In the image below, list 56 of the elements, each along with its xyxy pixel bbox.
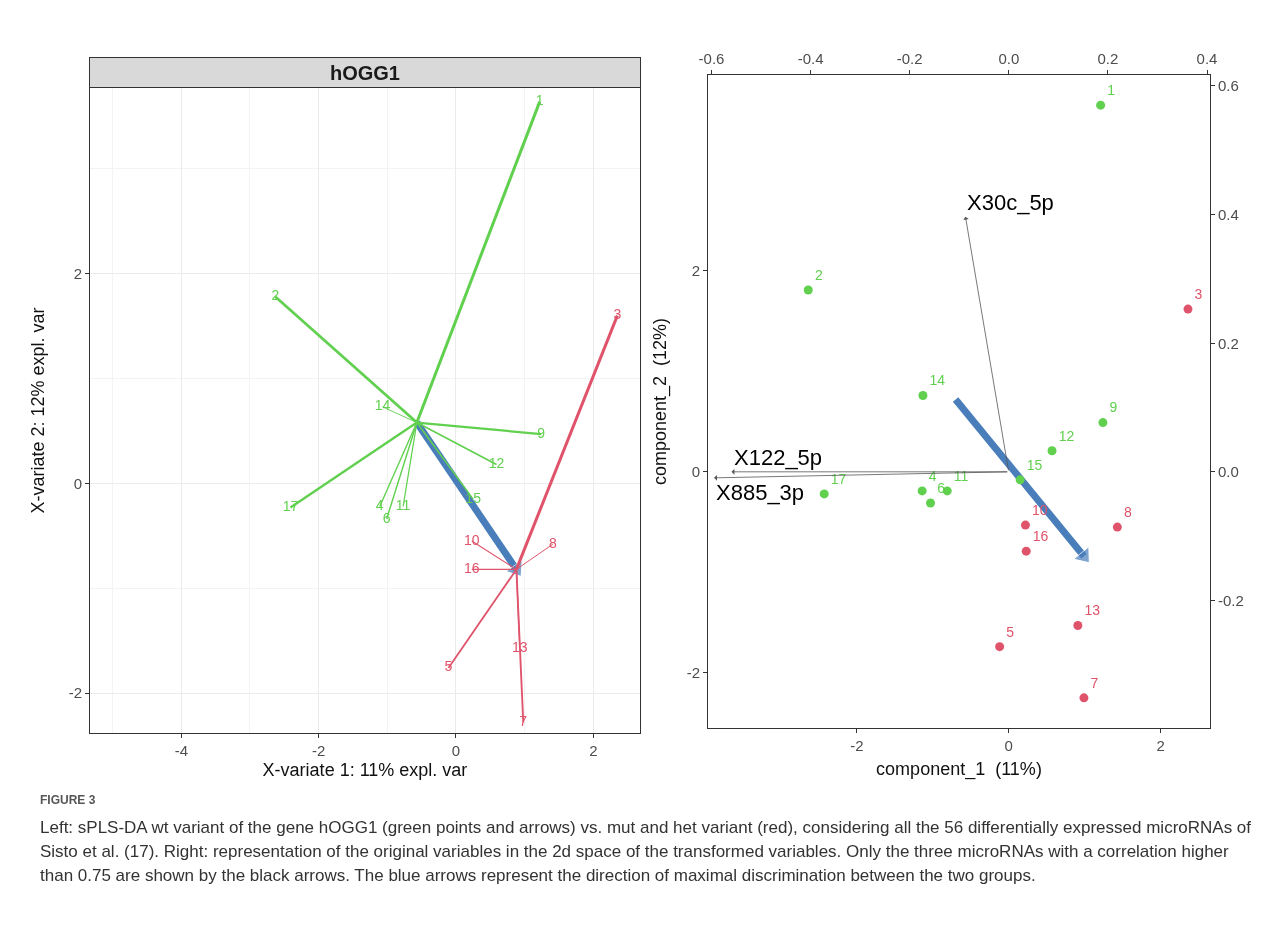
series-label: 17 xyxy=(830,470,847,487)
y2-tick-label: 0.0 xyxy=(1218,463,1239,481)
series-label: 5 xyxy=(444,658,453,675)
series-label: 15 xyxy=(1026,456,1043,473)
series-label: 8 xyxy=(548,534,557,551)
series-label: 9 xyxy=(1109,399,1118,416)
x-tick-label: -2 xyxy=(311,742,326,759)
y-tick-label: 0 xyxy=(691,463,700,481)
y2-tick-label: 0.4 xyxy=(1218,205,1239,223)
series-label: 16 xyxy=(463,559,480,576)
y-tick-label: 2 xyxy=(73,264,82,282)
annotation: X885_3p xyxy=(716,480,805,505)
series-label: 7 xyxy=(1090,674,1099,691)
x-tick-label: 0 xyxy=(451,742,461,759)
series-label: 6 xyxy=(382,509,391,526)
y2-tick-label: 0.2 xyxy=(1218,334,1239,352)
series-label: 8 xyxy=(1123,503,1132,520)
series-label: 2 xyxy=(814,266,823,283)
x2-tick-label: -0.6 xyxy=(698,50,725,67)
x-axis-title: component_1 (11%) xyxy=(876,759,1042,780)
x2-tick-label: 0.2 xyxy=(1097,50,1119,67)
annotation: X30c_5p xyxy=(967,190,1054,215)
series-label: 4 xyxy=(375,496,384,513)
x2-tick-label: -0.2 xyxy=(896,50,923,67)
y-tick-label: 2 xyxy=(691,262,700,280)
y-tick-label: -2 xyxy=(686,664,700,681)
series-label: 14 xyxy=(374,397,391,414)
x-tick-label: 0 xyxy=(1004,737,1013,754)
x-tick-label: -2 xyxy=(850,737,864,754)
series-label: 13 xyxy=(1084,602,1101,619)
series-label: 12 xyxy=(488,455,505,472)
x-axis-title: X-variate 1: 11% expl. var xyxy=(262,760,468,780)
y-tick-label: 0 xyxy=(73,474,82,492)
chart-title: hOGG1 xyxy=(329,61,401,84)
annotation: X122_5p xyxy=(734,445,823,470)
series-label: 1 xyxy=(1107,82,1116,99)
y2-tick-label: 0.6 xyxy=(1218,77,1239,95)
x-tick-label: 2 xyxy=(589,742,598,759)
y2-tick-label: -0.2 xyxy=(1218,591,1244,609)
caption: FIGURE 3 xyxy=(40,792,97,809)
y-tick-label: -2 xyxy=(68,684,82,702)
series-label: 3 xyxy=(1194,285,1203,302)
y-axis-title: component_2 (12%) xyxy=(650,317,671,486)
x-tick-label: -4 xyxy=(174,742,188,759)
series-label: 10 xyxy=(463,531,480,548)
series-label: 5 xyxy=(1006,623,1015,640)
x-tick-label: 2 xyxy=(1156,737,1165,754)
x2-tick-label: 0.4 xyxy=(1196,50,1218,67)
series-label: 12 xyxy=(1058,427,1075,444)
series-label: 16 xyxy=(1032,528,1049,545)
text: Left: sPLS-DA wt variant of the gene hOGG1 (green points and arrows) vs. mut and het variant (red), considering all the 56 differentially expressed microRNAs of Sisto et al. (17). Right: representation of the original variables in the 2d space of the transformed variables. Only the three microRNAs with a correlation higher than 0.75 are shown by the black arrows. The blue arrows represent the direction of maximal discrimination between the two groups. xyxy=(40,817,1253,887)
y-axis-title: X-variate 2: 12% expl. var xyxy=(28,307,48,514)
x2-tick-label: 0.0 xyxy=(998,50,1020,67)
x2-tick-label: -0.4 xyxy=(797,50,824,67)
series-label: 11 xyxy=(395,496,411,513)
series-label: 14 xyxy=(929,372,946,389)
